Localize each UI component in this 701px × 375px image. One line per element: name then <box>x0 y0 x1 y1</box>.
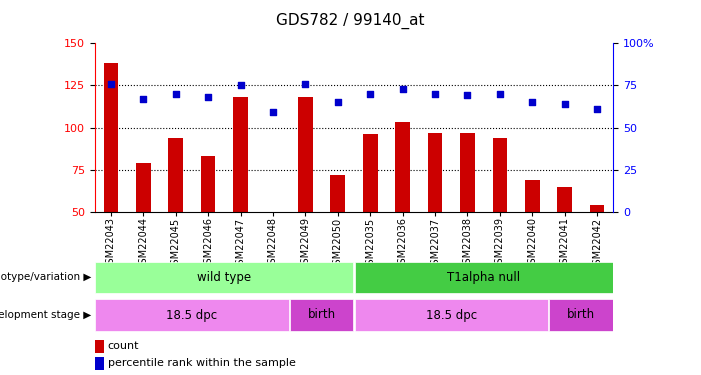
Bar <box>363 134 378 212</box>
FancyBboxPatch shape <box>355 299 548 331</box>
Text: birth: birth <box>308 309 336 321</box>
Point <box>170 91 182 97</box>
Bar <box>95 357 104 370</box>
FancyBboxPatch shape <box>549 299 613 331</box>
Bar <box>168 138 183 212</box>
Bar <box>233 97 248 212</box>
Bar <box>200 156 215 212</box>
Text: GDS782 / 99140_at: GDS782 / 99140_at <box>276 13 425 29</box>
Point <box>105 81 116 87</box>
Point <box>365 91 376 97</box>
Point <box>397 86 408 92</box>
Point <box>592 106 603 112</box>
Text: wild type: wild type <box>197 271 252 284</box>
Bar <box>460 133 475 212</box>
Point <box>137 96 149 102</box>
FancyBboxPatch shape <box>355 262 613 293</box>
Bar <box>298 97 313 212</box>
Text: percentile rank within the sample: percentile rank within the sample <box>108 358 296 368</box>
Text: birth: birth <box>567 309 595 321</box>
Point <box>462 93 473 99</box>
Bar <box>104 63 118 212</box>
Point <box>494 91 505 97</box>
Point <box>332 99 343 105</box>
Point <box>203 94 214 100</box>
Text: 18.5 dpc: 18.5 dpc <box>166 309 217 321</box>
Text: 18.5 dpc: 18.5 dpc <box>426 309 477 321</box>
FancyBboxPatch shape <box>95 262 353 293</box>
Text: genotype/variation ▶: genotype/variation ▶ <box>0 273 91 282</box>
FancyBboxPatch shape <box>290 299 353 331</box>
Point <box>559 101 571 107</box>
Text: development stage ▶: development stage ▶ <box>0 310 91 320</box>
Text: T1alpha null: T1alpha null <box>447 271 520 284</box>
FancyBboxPatch shape <box>95 299 289 331</box>
Point <box>300 81 311 87</box>
Bar <box>525 180 540 212</box>
Bar <box>428 133 442 212</box>
Bar <box>395 122 410 212</box>
Point <box>430 91 441 97</box>
Bar <box>590 205 604 212</box>
Bar <box>557 187 572 212</box>
Bar <box>330 175 345 212</box>
Text: count: count <box>108 341 139 351</box>
Point <box>526 99 538 105</box>
Bar <box>136 163 151 212</box>
Point <box>235 82 246 88</box>
Point <box>267 110 278 116</box>
Bar <box>95 340 104 352</box>
Bar <box>493 138 508 212</box>
